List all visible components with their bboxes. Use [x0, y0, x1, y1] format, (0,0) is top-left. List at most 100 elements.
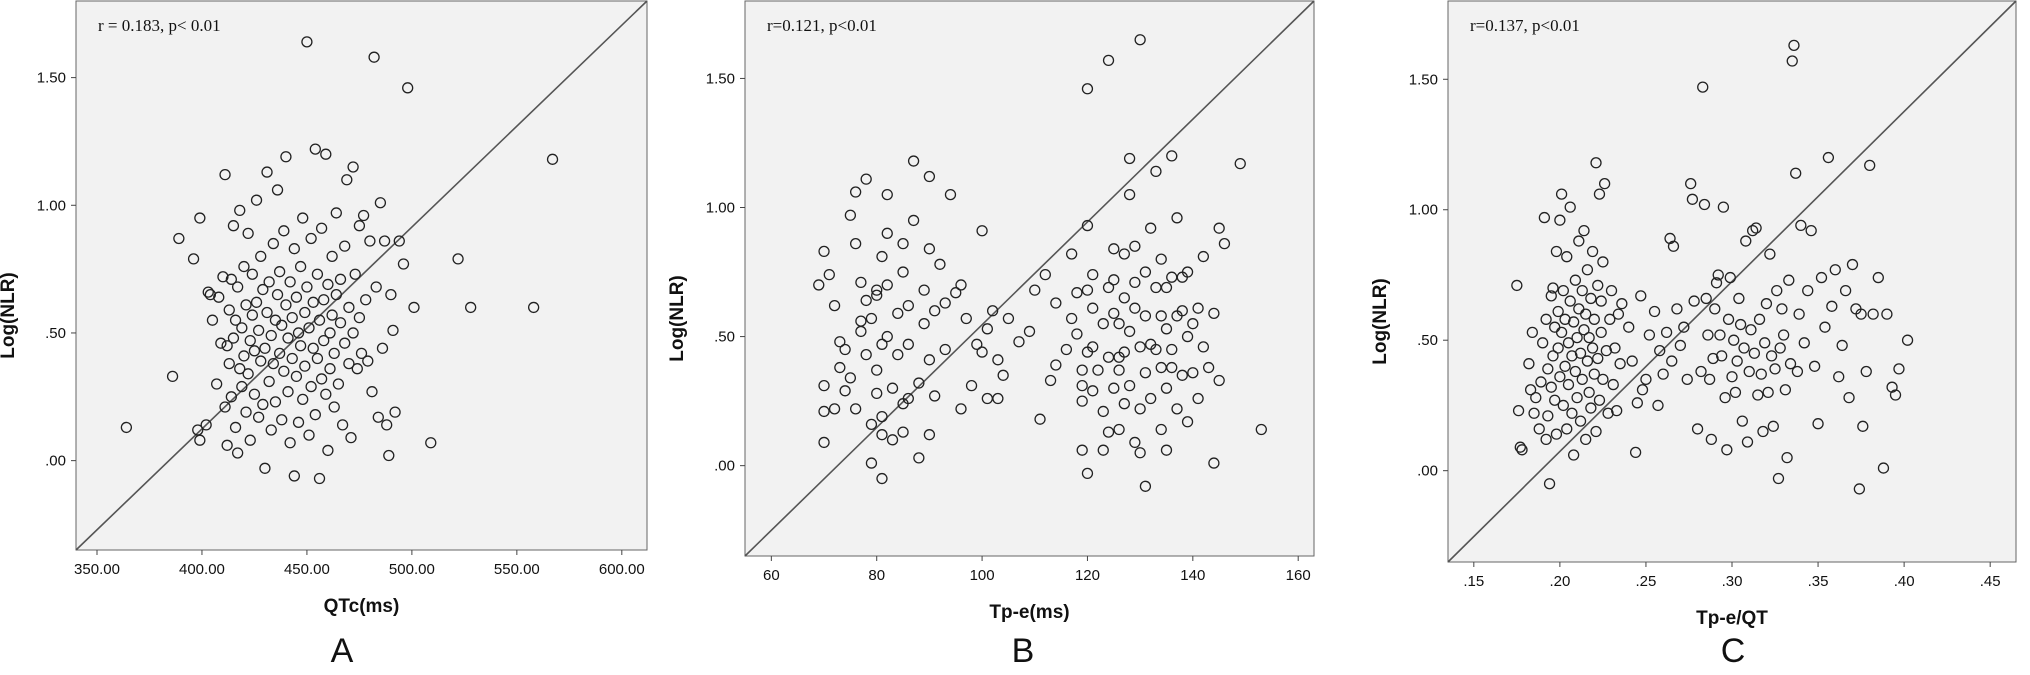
data-point [318, 294, 330, 306]
data-point [1123, 188, 1136, 201]
data-point [1550, 245, 1563, 258]
data-point [1714, 329, 1726, 341]
data-point [1776, 303, 1788, 315]
data-point [246, 268, 258, 280]
data-point [1578, 224, 1590, 237]
data-point [271, 289, 284, 301]
x-tick-label: 350.00 [74, 561, 120, 578]
data-point [1123, 325, 1136, 338]
data-point [1728, 334, 1740, 346]
data-point [1550, 428, 1563, 440]
data-point [1626, 355, 1638, 367]
data-point [1081, 83, 1094, 95]
data-point [818, 379, 830, 392]
data-point [1564, 295, 1576, 307]
data-point [1543, 478, 1556, 490]
data-point [1585, 292, 1597, 305]
data-point [225, 273, 237, 285]
data-point [1561, 423, 1573, 435]
y-tick-label: 1.00 [37, 197, 66, 214]
data-point [1616, 298, 1628, 310]
data-point [263, 276, 275, 288]
data-point [1176, 369, 1188, 381]
data-point [1050, 359, 1062, 371]
data-point [341, 174, 353, 186]
y-tick-label: .50 [45, 325, 66, 342]
data-point [1784, 358, 1797, 370]
data-point [929, 305, 941, 317]
data-point [1593, 394, 1606, 406]
x-tick-label: .45 [1980, 573, 2001, 590]
data-point [1557, 399, 1569, 412]
x-tick-label: 450.00 [284, 561, 330, 578]
data-point [913, 377, 925, 389]
data-point [242, 227, 254, 240]
x-tick-label: .35 [1808, 573, 1829, 590]
data-point [292, 416, 305, 428]
data-point [1555, 188, 1568, 200]
data-point [855, 325, 867, 338]
data-point [1566, 407, 1578, 419]
data-point [1590, 157, 1602, 169]
data-point [288, 243, 300, 255]
data-point [1855, 308, 1867, 320]
data-point [1815, 271, 1828, 284]
data-point [1595, 326, 1607, 339]
data-point [1712, 269, 1724, 281]
data-point [376, 342, 389, 354]
data-point [1733, 292, 1745, 305]
data-point [929, 390, 941, 402]
data-point [1537, 337, 1549, 349]
data-point [1710, 277, 1723, 289]
data-point [1092, 364, 1104, 376]
data-point [347, 161, 359, 173]
data-point [238, 350, 250, 362]
data-point [387, 324, 399, 337]
data-point [1705, 433, 1717, 446]
data-point [324, 327, 336, 339]
x-tick-label: 400.00 [179, 561, 225, 578]
y-axis-label: Log(NLR) [1370, 278, 1391, 365]
data-point [871, 284, 883, 296]
data-point [1698, 198, 1711, 211]
x-tick-label: 160 [1286, 567, 1311, 584]
data-point [1160, 323, 1173, 335]
data-point [907, 214, 920, 227]
data-point [1097, 405, 1109, 418]
data-point [1586, 245, 1599, 258]
data-point [252, 324, 265, 337]
data-point [297, 212, 309, 224]
data-point [1769, 363, 1781, 375]
data-point [326, 250, 338, 262]
data-point [1901, 334, 1914, 346]
data-point [1139, 266, 1152, 278]
panel-b: .00 .50 1.00 1.50 60 80 100 120 140 160 r=0.121, p… [667, 0, 1315, 670]
data-point [1150, 165, 1162, 178]
data-point [1654, 344, 1666, 357]
data-point [1759, 337, 1771, 349]
y-tick-label: 1.50 [37, 70, 66, 87]
data-point [897, 266, 909, 278]
data-point [1635, 290, 1647, 302]
data-point [242, 368, 254, 380]
data-point [1552, 342, 1564, 354]
data-point [1139, 310, 1152, 322]
data-point [194, 212, 206, 224]
data-point [1583, 331, 1595, 344]
data-point [1530, 391, 1542, 404]
data-point [259, 342, 271, 354]
data-point [328, 347, 340, 360]
data-point [1002, 312, 1015, 325]
correlation-annotation: r=0.137, p<0.01 [1470, 16, 1580, 35]
data-point [855, 276, 867, 289]
data-point [1102, 54, 1115, 67]
y-tick-label: 1.00 [706, 200, 735, 217]
data-point [1071, 287, 1083, 299]
data-point [1071, 328, 1083, 340]
data-point [355, 347, 368, 360]
data-point [1757, 425, 1769, 438]
data-point [1181, 330, 1194, 343]
data-point [1697, 81, 1709, 93]
data-point [223, 304, 235, 316]
data-point [1097, 318, 1109, 330]
